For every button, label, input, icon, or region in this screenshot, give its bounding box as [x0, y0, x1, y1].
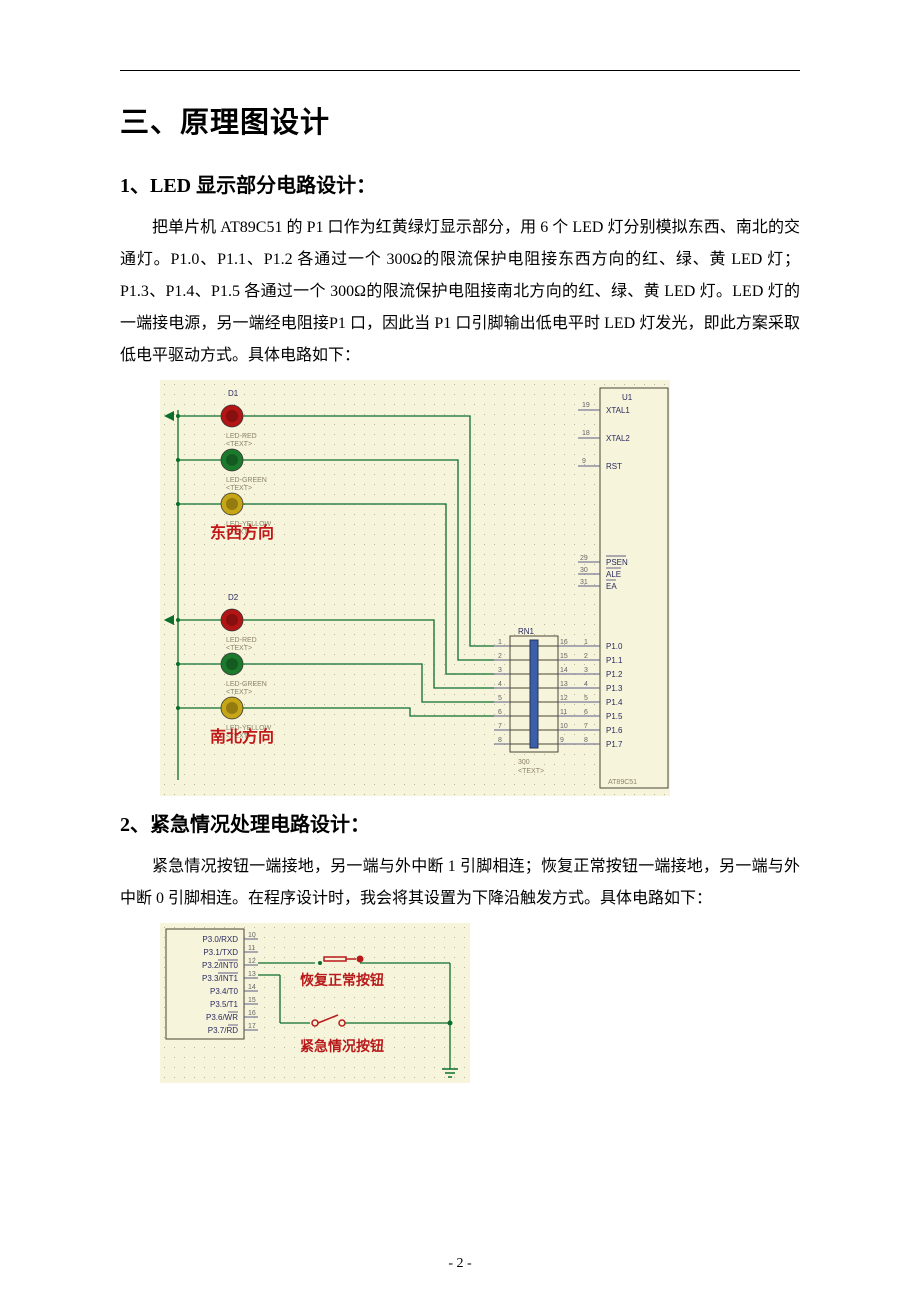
svg-text:3: 3 [498, 667, 502, 674]
svg-text:P1.0: P1.0 [606, 642, 623, 651]
svg-text:7: 7 [498, 723, 502, 730]
svg-text:P1.7: P1.7 [606, 740, 623, 749]
subsection-1-led: LED [150, 175, 191, 197]
svg-text:13: 13 [248, 971, 256, 978]
svg-text:P3.7/RD: P3.7/RD [208, 1026, 238, 1035]
schematic-1: U1 AT89C51 19XTAL118XTAL29RST 29PSEN30AL… [160, 380, 800, 796]
svg-text:30: 30 [580, 567, 588, 574]
label-emergency: 紧急情况按钮 [300, 1038, 384, 1055]
svg-text:LED-RED: LED-RED [226, 637, 257, 644]
svg-text:5: 5 [498, 695, 502, 702]
svg-text:南北方向: 南北方向 [210, 727, 274, 746]
subsection-2-title: 2、紧急情况处理电路设计： [120, 808, 800, 837]
svg-text:3: 3 [584, 667, 588, 674]
mcu-ref: U1 [622, 393, 633, 402]
svg-text:P3.2/INT0: P3.2/INT0 [202, 961, 239, 970]
svg-text:D1: D1 [228, 389, 239, 398]
svg-text:18: 18 [582, 430, 590, 437]
subsection-2-num: 2 [120, 814, 130, 836]
svg-text:5: 5 [584, 695, 588, 702]
svg-text:7: 7 [584, 723, 588, 730]
svg-text:P1.4: P1.4 [606, 698, 623, 707]
page: 三、原理图设计 1、LED 显示部分电路设计： 把单片机 AT89C51 的 P… [0, 0, 920, 1302]
svg-text:8: 8 [584, 737, 588, 744]
svg-text:P3.1/TXD: P3.1/TXD [203, 948, 238, 957]
schematic-1-svg: U1 AT89C51 19XTAL118XTAL29RST 29PSEN30AL… [160, 380, 670, 796]
svg-text:P1.5: P1.5 [606, 712, 623, 721]
mcu-part: AT89C51 [608, 779, 637, 786]
svg-text:12: 12 [560, 695, 568, 702]
label-normal: 恢复正常按钮 [300, 972, 384, 989]
svg-text:9: 9 [582, 458, 586, 465]
svg-text:31: 31 [580, 579, 588, 586]
svg-text:4: 4 [584, 681, 588, 688]
svg-text:1: 1 [584, 639, 588, 646]
svg-text:LED-RED: LED-RED [226, 433, 257, 440]
svg-text:P1.3: P1.3 [606, 684, 623, 693]
subsection-1-num: 1 [120, 175, 130, 197]
svg-text:6: 6 [498, 709, 502, 716]
svg-text:LED-GREEN: LED-GREEN [226, 681, 267, 688]
svg-text:8: 8 [498, 737, 502, 744]
svg-text:XTAL1: XTAL1 [606, 406, 630, 415]
svg-text:12: 12 [248, 958, 256, 965]
rn-subtext: <TEXT> [518, 768, 544, 775]
schematic-2-svg: P3.0/RXD 10 P3.1/TXD 11 P3.2/INT0 12 P3.3/INT1… [160, 923, 470, 1083]
svg-text:LED-GREEN: LED-GREEN [226, 477, 267, 484]
svg-text:<TEXT>: <TEXT> [226, 441, 252, 448]
svg-text:9: 9 [560, 737, 564, 744]
subsection-2-rest: 紧急情况处理电路设计： [150, 814, 370, 836]
svg-text:XTAL2: XTAL2 [606, 434, 630, 443]
svg-text:EA: EA [606, 582, 617, 591]
rn-ref: RN1 [518, 627, 535, 636]
subsection-2-paragraph: 紧急情况按钮一端接地，另一端与外中断 1 引脚相连；恢复正常按钮一端接地，另一端… [120, 851, 800, 915]
section-title: 三、原理图设计 [120, 99, 800, 141]
svg-text:4: 4 [498, 681, 502, 688]
svg-text:16: 16 [560, 639, 568, 646]
svg-text:14: 14 [248, 984, 256, 991]
svg-text:29: 29 [580, 555, 588, 562]
svg-text:P1.1: P1.1 [606, 656, 623, 665]
svg-text:6: 6 [584, 709, 588, 716]
subsection-1-paragraph: 把单片机 AT89C51 的 P1 口作为红黄绿灯显示部分，用 6 个 LED … [120, 212, 800, 372]
svg-text:10: 10 [248, 932, 256, 939]
svg-text:10: 10 [560, 723, 568, 730]
svg-text:P3.5/T1: P3.5/T1 [210, 1000, 239, 1009]
svg-text:P1.6: P1.6 [606, 726, 623, 735]
svg-text:11: 11 [248, 945, 255, 952]
svg-text:RST: RST [606, 462, 622, 471]
svg-text:15: 15 [248, 997, 256, 1004]
svg-text:P3.6/WR: P3.6/WR [206, 1013, 238, 1022]
svg-text:东西方向: 东西方向 [210, 523, 274, 542]
svg-text:P1.2: P1.2 [606, 670, 623, 679]
svg-text:<TEXT>: <TEXT> [226, 689, 252, 696]
svg-text:2: 2 [584, 653, 588, 660]
subsection-1-title: 1、LED 显示部分电路设计： [120, 169, 800, 198]
svg-text:P3.0/RXD: P3.0/RXD [202, 935, 238, 944]
svg-text:19: 19 [582, 402, 590, 409]
svg-text:P3.3/INT1: P3.3/INT1 [202, 974, 239, 983]
svg-text:<TEXT>: <TEXT> [226, 485, 252, 492]
page-number: - 2 - [0, 1256, 920, 1272]
svg-text:15: 15 [560, 653, 568, 660]
svg-text:13: 13 [560, 681, 568, 688]
subsection-1-rest: 显示部分电路设计： [196, 175, 376, 197]
schematic-2: P3.0/RXD 10 P3.1/TXD 11 P3.2/INT0 12 P3.3/INT1… [160, 923, 800, 1083]
svg-text:17: 17 [248, 1023, 256, 1030]
svg-text:<TEXT>: <TEXT> [226, 645, 252, 652]
rn-value: 300 [518, 759, 530, 766]
svg-text:16: 16 [248, 1010, 256, 1017]
svg-text:P3.4/T0: P3.4/T0 [210, 987, 239, 996]
svg-text:1: 1 [498, 639, 502, 646]
svg-text:PSEN: PSEN [606, 558, 628, 567]
svg-text:14: 14 [560, 667, 568, 674]
svg-text:ALE: ALE [606, 570, 621, 579]
top-rule [120, 70, 800, 71]
svg-text:11: 11 [560, 709, 567, 716]
svg-text:2: 2 [498, 653, 502, 660]
svg-text:D2: D2 [228, 593, 239, 602]
